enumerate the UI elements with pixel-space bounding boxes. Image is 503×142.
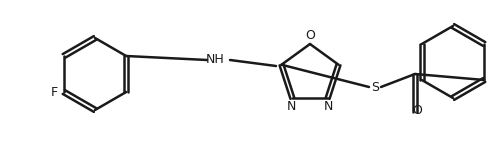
Text: N: N bbox=[287, 100, 296, 113]
Text: N: N bbox=[324, 100, 333, 113]
Text: F: F bbox=[51, 85, 58, 99]
Text: NH: NH bbox=[206, 53, 224, 65]
Text: S: S bbox=[371, 81, 379, 93]
Text: O: O bbox=[412, 104, 422, 117]
Text: O: O bbox=[305, 29, 315, 42]
